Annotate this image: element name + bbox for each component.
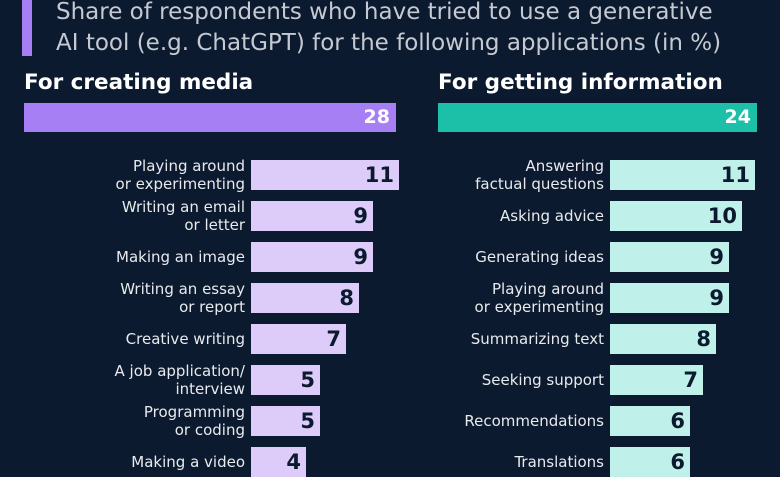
bar-label-getting-information-4: Summarizing text xyxy=(372,330,604,349)
subtitle-line-1: Share of respondents who have tried to u… xyxy=(56,0,713,25)
bar-label-getting-information-7: Translations xyxy=(372,453,604,472)
bar-value-label: 7 xyxy=(326,327,341,351)
bar-value-label: 7 xyxy=(683,368,698,392)
total-bar-getting-information: 24 xyxy=(438,103,757,132)
bar-label-getting-information-6: Recommendations xyxy=(372,412,604,431)
bar-label-getting-information-0: Answering factual questions xyxy=(372,157,604,194)
bar-label-getting-information-5: Seeking support xyxy=(372,371,604,390)
bar-label-creating-media-5: A job application/interview xyxy=(13,362,245,399)
bar-creating-media-7: 4 xyxy=(251,447,306,477)
bar-label-line: Playing around xyxy=(133,156,245,175)
bar-label-line: factual questions xyxy=(475,175,604,193)
bar-label-getting-information-2: Generating ideas xyxy=(372,248,604,267)
bar-getting-information-5: 7 xyxy=(610,365,703,395)
bar-value-label: 9 xyxy=(353,245,368,269)
bar-value-label: 6 xyxy=(670,450,685,474)
bar-getting-information-6: 6 xyxy=(610,406,690,436)
bar-getting-information-7: 6 xyxy=(610,447,690,477)
title-accent-bar xyxy=(22,0,32,56)
bar-creating-media-5: 5 xyxy=(251,365,320,395)
subtitle-line-2: AI tool (e.g. ChatGPT) for the following… xyxy=(56,30,722,56)
bar-label-line: Summarizing text xyxy=(470,329,604,348)
bar-value-label: 5 xyxy=(300,409,315,433)
bar-label-line: Writing an email xyxy=(121,197,245,216)
bar-value-label: 8 xyxy=(339,286,354,310)
bar-creating-media-0: 11 xyxy=(251,160,399,190)
bar-label-line: Answering xyxy=(525,156,604,175)
bar-label-creating-media-2: Making an image xyxy=(13,248,245,267)
bar-value-label: 5 xyxy=(300,368,315,392)
chart-subtitle: Share of respondents who have tried to u… xyxy=(56,0,756,59)
bar-label-line: or coding xyxy=(174,421,245,439)
bar-label-creating-media-3: Writing an essay or report xyxy=(13,280,245,317)
bar-creating-media-2: 9 xyxy=(251,242,373,272)
bar-label-line: A job application/ xyxy=(114,361,245,380)
bar-label-line: Writing an essay xyxy=(120,279,245,298)
bar-label-line: Making an image xyxy=(116,247,245,266)
panel-title-getting-information: For getting information xyxy=(438,70,723,95)
bar-label-line: or letter xyxy=(184,216,245,234)
bar-label-line: or experimenting xyxy=(474,298,604,316)
bar-label-getting-information-1: Asking advice xyxy=(372,207,604,226)
bar-getting-information-2: 9 xyxy=(610,242,729,272)
bar-getting-information-4: 8 xyxy=(610,324,716,354)
bar-creating-media-3: 8 xyxy=(251,283,359,313)
total-value-getting-information: 24 xyxy=(724,106,751,128)
bar-value-label: 10 xyxy=(707,204,737,228)
bar-getting-information-3: 9 xyxy=(610,283,729,313)
bar-creating-media-6: 5 xyxy=(251,406,320,436)
bar-label-line: Asking advice xyxy=(500,206,604,225)
bar-value-label: 4 xyxy=(286,450,301,474)
bar-value-label: 9 xyxy=(353,204,368,228)
bar-getting-information-1: 10 xyxy=(610,201,742,231)
total-bar-creating-media: 28 xyxy=(24,103,396,132)
bar-creating-media-1: 9 xyxy=(251,201,373,231)
bar-label-line: Programming xyxy=(143,402,245,421)
bar-value-label: 9 xyxy=(709,245,724,269)
bar-label-creating-media-0: Playing around or experimenting xyxy=(13,157,245,194)
bar-label-line: Generating ideas xyxy=(475,247,604,266)
bar-label-line: Recommendations xyxy=(464,411,604,430)
bar-label-line: Translations xyxy=(514,452,604,471)
bar-label-creating-media-7: Making a video xyxy=(13,453,245,472)
bar-value-label: 11 xyxy=(364,163,394,187)
bar-label-line: Creative writing xyxy=(125,329,245,348)
bar-label-creating-media-4: Creative writing xyxy=(13,330,245,349)
bar-label-creating-media-1: Writing an email or letter xyxy=(13,198,245,235)
bar-value-label: 9 xyxy=(709,286,724,310)
bar-label-line: or report xyxy=(179,298,245,316)
bar-value-label: 11 xyxy=(720,163,750,187)
bar-label-line: Seeking support xyxy=(481,370,604,389)
bar-value-label: 8 xyxy=(696,327,711,351)
bar-label-line: interview xyxy=(175,380,246,398)
bar-label-line: Playing around xyxy=(492,279,604,298)
bar-label-creating-media-6: Programming or coding xyxy=(13,403,245,440)
bar-value-label: 6 xyxy=(670,409,685,433)
bar-label-line: or experimenting xyxy=(115,175,245,193)
bar-label-line: Making a video xyxy=(131,452,245,471)
bar-label-getting-information-3: Playing around or experimenting xyxy=(372,280,604,317)
panel-title-creating-media: For creating media xyxy=(24,70,254,95)
bar-creating-media-4: 7 xyxy=(251,324,346,354)
bar-getting-information-0: 11 xyxy=(610,160,755,190)
total-value-creating-media: 28 xyxy=(363,106,390,128)
